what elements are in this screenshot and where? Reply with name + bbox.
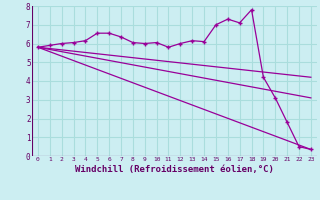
X-axis label: Windchill (Refroidissement éolien,°C): Windchill (Refroidissement éolien,°C) — [75, 165, 274, 174]
